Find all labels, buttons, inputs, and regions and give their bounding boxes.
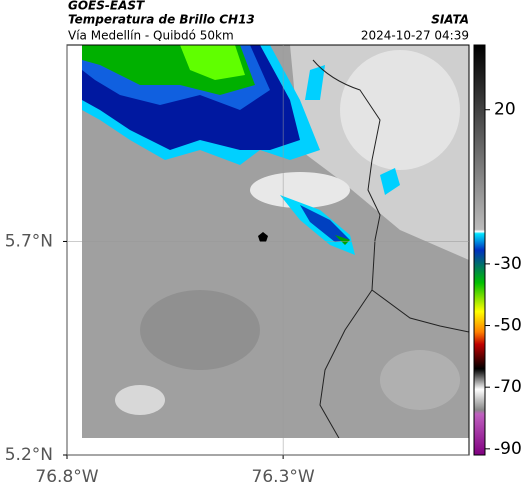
source: SIATA xyxy=(431,13,469,27)
colorbar-tick-label: -70 xyxy=(494,377,522,397)
timestamp: 2024-10-27 04:39 xyxy=(361,29,469,43)
colorbar xyxy=(473,44,486,456)
satellite-image xyxy=(82,45,469,438)
colorbar-tick-label: -30 xyxy=(494,254,522,274)
satellite: GOES-EAST xyxy=(68,0,145,13)
colorbar-tick-label: -90 xyxy=(494,439,522,459)
region: Vía Medellín - Quibdó 50km xyxy=(68,29,234,43)
y-tick-label: 5.7°N xyxy=(5,231,53,251)
product: Temperatura de Brillo CH13 xyxy=(68,13,255,27)
x-tick-label: 76.8°W xyxy=(35,467,98,487)
y-tick-label: 5.2°N xyxy=(5,445,53,465)
x-tick-label: 76.3°W xyxy=(252,467,315,487)
colorbar-tick-label: -50 xyxy=(494,316,522,336)
colorbar-tick-label: 20 xyxy=(494,100,516,120)
